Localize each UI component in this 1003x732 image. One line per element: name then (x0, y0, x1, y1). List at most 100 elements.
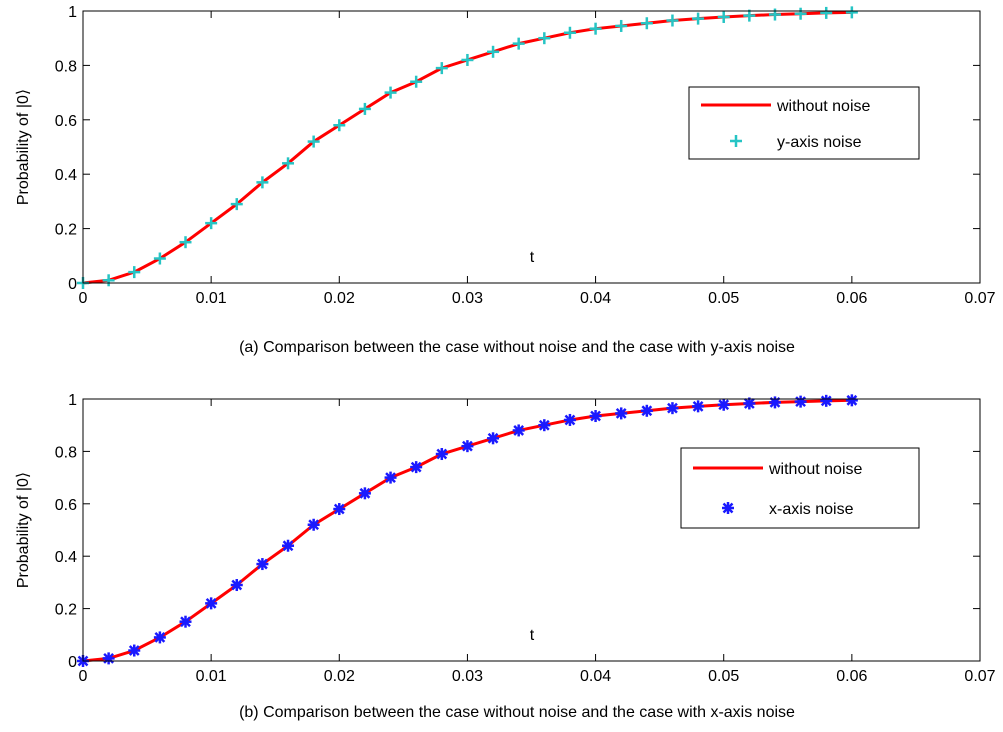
y-tick-label: 0.2 (55, 222, 77, 239)
data-point-marker-b (768, 396, 781, 409)
data-point-marker-b (563, 413, 576, 426)
x-tick-label: 0.03 (452, 668, 483, 685)
axis-ticks-a: 0 0.01 0.02 0.03 0.04 0.05 0.06 0.07 0 0.2 0.4 0.6 0… (55, 4, 996, 307)
data-point-marker-a (794, 7, 807, 20)
x-tick-label: 0.01 (196, 290, 227, 307)
legend-entry-label: y-axis noise (777, 134, 862, 151)
chart-panel-b: 0 0.01 0.02 0.03 0.04 0.05 0.06 0.07 0 0.2 0.4 0.6 0… (15, 392, 996, 721)
plot-frame-b (82, 398, 981, 662)
x-tick-label: 0.02 (324, 290, 355, 307)
data-point-marker-b (820, 394, 833, 407)
data-point-marker-b (435, 448, 448, 461)
series-group-a (77, 6, 858, 289)
legend-box-a (688, 86, 920, 160)
data-point-marker-a (692, 12, 705, 25)
data-point-marker-a (461, 53, 474, 66)
legend-a: without noise y-axis noise (688, 86, 920, 160)
data-point-marker-a (410, 75, 423, 88)
caption-b: (b) Comparison between the case without … (239, 704, 795, 721)
y-tick-label: 1 (68, 392, 77, 409)
data-point-marker-a (640, 17, 653, 30)
axis-ticks-b: 0 0.01 0.02 0.03 0.04 0.05 0.06 0.07 0 0.2 0.4 0.6 0… (55, 392, 996, 685)
y-axis-label-b: Probability of |0⟩ (15, 472, 32, 588)
legend-swatch-marker (722, 502, 734, 514)
data-point-marker-a (435, 62, 448, 75)
data-point-marker-a (153, 252, 166, 265)
legend-box-b (680, 447, 920, 529)
chart-panel-a: 0 0.01 0.02 0.03 0.04 0.05 0.06 0.07 0 0.2 0.4 0.6 0… (15, 4, 996, 356)
y-tick-label: 0.8 (55, 58, 77, 75)
data-point-marker-a (538, 32, 551, 45)
x-tick-label: 0.05 (708, 290, 739, 307)
y-tick-label: 0.4 (55, 549, 77, 566)
data-point-marker-b (666, 402, 679, 415)
data-point-marker-b (487, 432, 500, 445)
caption-a: (a) Comparison between the case without … (239, 339, 795, 356)
data-point-marker-a (256, 176, 269, 189)
data-point-marker-b (538, 419, 551, 432)
data-point-marker-b (717, 398, 730, 411)
x-tick-label: 0.04 (580, 668, 611, 685)
y-axis-label-a: Probability of |0⟩ (15, 89, 32, 205)
x-tick-label: 0.06 (836, 290, 867, 307)
y-tick-label: 0 (68, 276, 77, 293)
x-tick-label: 0.07 (964, 668, 995, 685)
data-point-marker-a (179, 236, 192, 249)
x-tick-label: 0.04 (580, 290, 611, 307)
data-point-marker-a (358, 102, 371, 115)
data-point-marker-b (640, 404, 653, 417)
data-point-marker-a (666, 14, 679, 27)
legend-swatch-marker (730, 135, 742, 147)
data-point-marker-b (692, 400, 705, 413)
data-point-marker-a (820, 6, 833, 19)
data-point-marker-a (205, 217, 218, 230)
data-point-marker-a (717, 10, 730, 23)
legend-b: without noise x-axis noise (680, 447, 920, 529)
data-point-marker-b (179, 615, 192, 628)
y-tick-label: 0.6 (55, 497, 77, 514)
data-point-marker-b (512, 424, 525, 437)
x-tick-label: 0.01 (196, 668, 227, 685)
data-point-marker-b (282, 539, 295, 552)
data-point-marker-a (512, 37, 525, 50)
series-group-b (77, 394, 858, 667)
x-tick-label: 0.05 (708, 668, 739, 685)
y-tick-label: 0.4 (55, 167, 77, 184)
x-tick-label: 0.07 (964, 290, 995, 307)
data-point-marker-b (589, 410, 602, 423)
data-point-marker-b (384, 471, 397, 484)
y-tick-label: 1 (68, 4, 77, 21)
data-point-marker-b (410, 461, 423, 474)
y-tick-label: 0 (68, 654, 77, 671)
x-tick-label: 0 (79, 290, 88, 307)
x-tick-label: 0.03 (452, 290, 483, 307)
data-point-marker-b (794, 395, 807, 408)
data-point-marker-a (845, 6, 858, 19)
data-point-marker-b (307, 518, 320, 531)
data-point-marker-b (358, 487, 371, 500)
data-point-marker-a (307, 135, 320, 148)
legend-entry-label: x-axis noise (769, 501, 854, 518)
data-point-marker-a (589, 22, 602, 35)
data-point-marker-a (384, 86, 397, 99)
data-point-marker-b (256, 558, 269, 571)
x-tick-label: 0.02 (324, 668, 355, 685)
data-point-marker-a (128, 266, 141, 279)
x-tick-label: 0 (79, 668, 88, 685)
data-point-marker-a (743, 9, 756, 22)
y-tick-label: 0.8 (55, 444, 77, 461)
x-axis-label-b: t (530, 627, 535, 644)
data-point-marker-b (153, 631, 166, 644)
data-point-marker-b (615, 407, 628, 420)
data-point-marker-b (128, 644, 141, 657)
x-axis-label-a: t (530, 249, 535, 266)
y-tick-label: 0.2 (55, 602, 77, 619)
legend-entry-label: without noise (768, 461, 862, 478)
data-point-marker-a (615, 19, 628, 32)
data-point-marker-b (461, 440, 474, 453)
plot-frame-a (82, 10, 981, 284)
data-point-marker-b (845, 394, 858, 407)
data-point-marker-a (333, 119, 346, 132)
data-point-marker-a (282, 157, 295, 170)
